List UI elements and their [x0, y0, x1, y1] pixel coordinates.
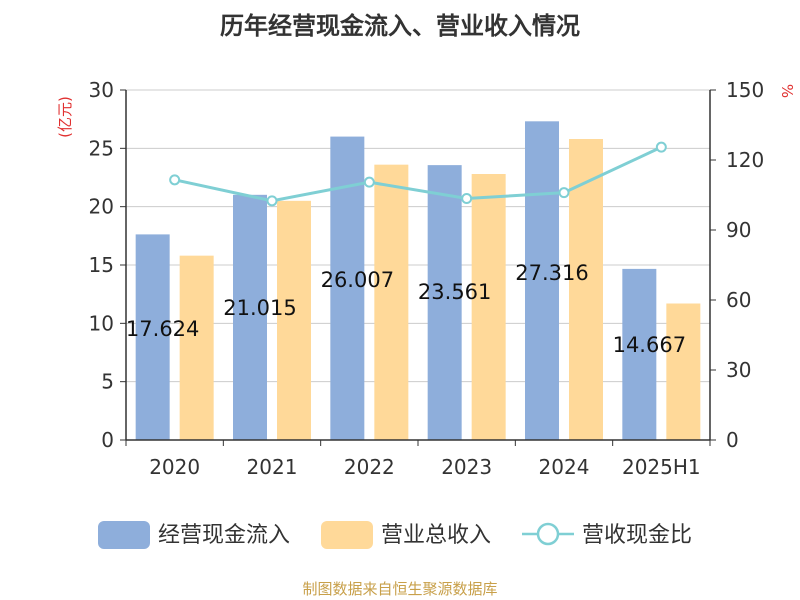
bar-revenue	[179, 255, 214, 440]
legend-label-ratio: 营收现金比	[582, 523, 692, 548]
y-right-tick-label: 150	[726, 78, 764, 102]
legend-swatch-revenue	[321, 521, 373, 549]
y-left-tick-label: 5	[101, 370, 114, 394]
ratio-point	[169, 174, 181, 186]
legend-marker-ratio	[536, 522, 560, 546]
legend-label-revenue: 营业总收入	[381, 523, 491, 548]
y-left-tick-label: 25	[89, 136, 114, 160]
y-left-tick-label: 10	[89, 311, 114, 335]
data-label: 26.007	[321, 268, 394, 292]
y-left-tick-label: 30	[89, 78, 114, 102]
data-label: 14.667	[613, 333, 686, 357]
bar-revenue	[569, 139, 603, 440]
legend-swatch-cash-inflow	[98, 521, 150, 549]
ratio-point	[266, 195, 278, 207]
y-left-unit: (亿元)	[56, 96, 74, 138]
data-label: 23.561	[418, 280, 491, 304]
ratio-point	[655, 141, 667, 153]
y-right-unit: %	[778, 84, 796, 98]
y-left-tick-label: 0	[101, 428, 114, 452]
y-right-tick-label: 0	[726, 428, 739, 452]
x-tick-label: 2025H1	[622, 455, 701, 479]
bar-revenue	[471, 174, 506, 440]
x-tick-label: 2022	[344, 455, 395, 479]
source-note: 制图数据来自恒生聚源数据库	[302, 580, 498, 598]
bar-revenue	[277, 200, 311, 440]
bar-cash-inflow	[622, 268, 657, 440]
y-right-tick-label: 60	[726, 288, 751, 312]
x-tick-label: 2020	[149, 455, 200, 479]
bar-revenue	[374, 164, 409, 440]
ratio-line	[174, 145, 662, 203]
bar-cash-inflow	[135, 234, 170, 440]
x-tick-label: 2024	[539, 455, 590, 479]
legend-label-cash-inflow: 经营现金流入	[158, 523, 290, 548]
bar-cash-inflow	[427, 165, 462, 440]
ratio-point	[461, 193, 473, 204]
x-tick-label: 2021	[247, 455, 298, 479]
y-left-tick-label: 15	[89, 253, 114, 277]
data-label: 27.316	[515, 261, 588, 285]
data-label: 21.015	[223, 296, 296, 320]
data-label: 17.624	[126, 317, 199, 341]
y-right-tick-label: 120	[726, 148, 764, 172]
ratio-point	[558, 187, 570, 199]
bar-cash-inflow	[233, 194, 267, 440]
y-left-tick-label: 20	[89, 195, 114, 219]
y-right-tick-label: 30	[726, 358, 751, 382]
bar-revenue	[666, 303, 701, 440]
x-tick-label: 2023	[441, 455, 492, 479]
bar-cash-inflow	[525, 121, 559, 441]
ratio-point	[363, 176, 375, 188]
y-right-tick-label: 90	[726, 218, 751, 242]
chart-title: 历年经营现金流入、营业收入情况	[220, 12, 580, 40]
